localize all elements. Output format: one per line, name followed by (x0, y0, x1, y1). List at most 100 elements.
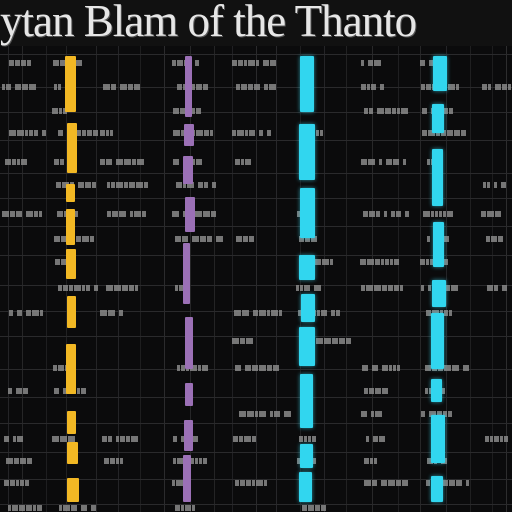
glyph-mark (33, 505, 36, 511)
glyph-mark (435, 211, 438, 217)
label-glyph-row (299, 234, 318, 244)
glyph-mark (304, 436, 307, 442)
glyph-mark (69, 285, 73, 291)
label-glyph-row (9, 128, 47, 138)
glyph-mark (244, 60, 247, 66)
label-glyph-row (4, 478, 30, 488)
glyph-mark (235, 365, 241, 371)
glyph-mark (274, 411, 280, 417)
glyph-mark (12, 505, 18, 511)
label-glyph-row (103, 82, 141, 92)
label-glyph-row (236, 82, 277, 92)
glyph-mark (375, 388, 381, 394)
glyph-mark (76, 236, 81, 242)
glyph-mark (176, 182, 182, 188)
label-glyph-row (235, 363, 280, 373)
grid-vertical-line (256, 46, 257, 512)
glyph-mark (207, 236, 212, 242)
glyph-mark (248, 60, 255, 66)
label-glyph-row (102, 434, 139, 444)
glyph-mark (246, 480, 251, 486)
grid-horizontal-line (0, 452, 512, 453)
glyph-mark (421, 285, 424, 291)
glyph-mark (16, 480, 19, 486)
glyph-mark (379, 436, 385, 442)
glyph-mark (4, 480, 9, 486)
glyph-mark (54, 84, 57, 90)
label-glyph-row (482, 82, 512, 92)
grid-horizontal-line (0, 173, 512, 174)
glyph-mark (107, 182, 110, 188)
glyph-mark (427, 458, 433, 464)
glyph-mark (176, 480, 183, 486)
label-glyph-row (423, 209, 454, 219)
glyph-mark (322, 259, 329, 265)
glyph-mark (391, 211, 395, 217)
glyph-mark (173, 108, 179, 114)
glyph-mark (17, 436, 23, 442)
glyph-mark (175, 285, 178, 291)
color-bar-segment (431, 415, 445, 463)
glyph-mark (55, 259, 60, 265)
glyph-mark (330, 259, 333, 265)
color-bar-segment (299, 124, 315, 180)
label-glyph-row (483, 180, 507, 190)
glyph-mark (85, 182, 91, 188)
glyph-mark (92, 182, 96, 188)
glyph-mark (372, 365, 378, 371)
glyph-mark (111, 84, 116, 90)
glyph-mark (240, 338, 245, 344)
glyph-mark (204, 130, 209, 136)
label-glyph-row (299, 434, 317, 444)
glyph-mark (130, 211, 133, 217)
glyph-mark (131, 436, 138, 442)
glyph-mark (42, 130, 46, 136)
glyph-mark (203, 458, 207, 464)
glyph-mark (449, 108, 453, 114)
glyph-mark (370, 458, 373, 464)
glyph-mark (361, 411, 367, 417)
glyph-mark (431, 211, 434, 217)
glyph-mark (364, 480, 371, 486)
glyph-mark (487, 211, 494, 217)
glyph-mark (235, 480, 239, 486)
glyph-mark (180, 108, 187, 114)
glyph-mark (313, 458, 316, 464)
glyph-mark (456, 480, 462, 486)
glyph-mark (29, 130, 33, 136)
glyph-mark (425, 365, 431, 371)
glyph-mark (236, 84, 240, 90)
grid-vertical-line (276, 46, 277, 512)
label-glyph-row (366, 434, 386, 444)
glyph-mark (61, 259, 66, 265)
grid-vertical-line (372, 46, 373, 512)
label-glyph-row (106, 283, 139, 293)
glyph-mark (120, 84, 127, 90)
label-glyph-row (4, 434, 24, 444)
glyph-mark (436, 130, 440, 136)
glyph-mark (100, 130, 105, 136)
glyph-mark (15, 84, 21, 90)
glyph-mark (182, 236, 188, 242)
glyph-mark (252, 365, 258, 371)
color-bar-segment (183, 243, 190, 304)
label-glyph-row (239, 409, 292, 419)
glyph-mark (382, 285, 387, 291)
glyph-mark (259, 130, 263, 136)
glyph-mark (259, 411, 266, 417)
glyph-mark (137, 159, 144, 165)
glyph-mark (481, 211, 486, 217)
glyph-mark (172, 480, 175, 486)
label-glyph-row (232, 58, 277, 68)
label-glyph-row (107, 209, 150, 219)
label-glyph-row (8, 386, 32, 396)
glyph-mark (375, 259, 380, 265)
color-bar-segment (431, 476, 443, 502)
glyph-mark (245, 130, 248, 136)
glyph-mark (210, 130, 213, 136)
glyph-mark (451, 285, 458, 291)
label-glyph-row (233, 434, 260, 444)
glyph-mark (116, 182, 123, 188)
glyph-mark (429, 60, 433, 66)
label-glyph-row (421, 409, 453, 419)
